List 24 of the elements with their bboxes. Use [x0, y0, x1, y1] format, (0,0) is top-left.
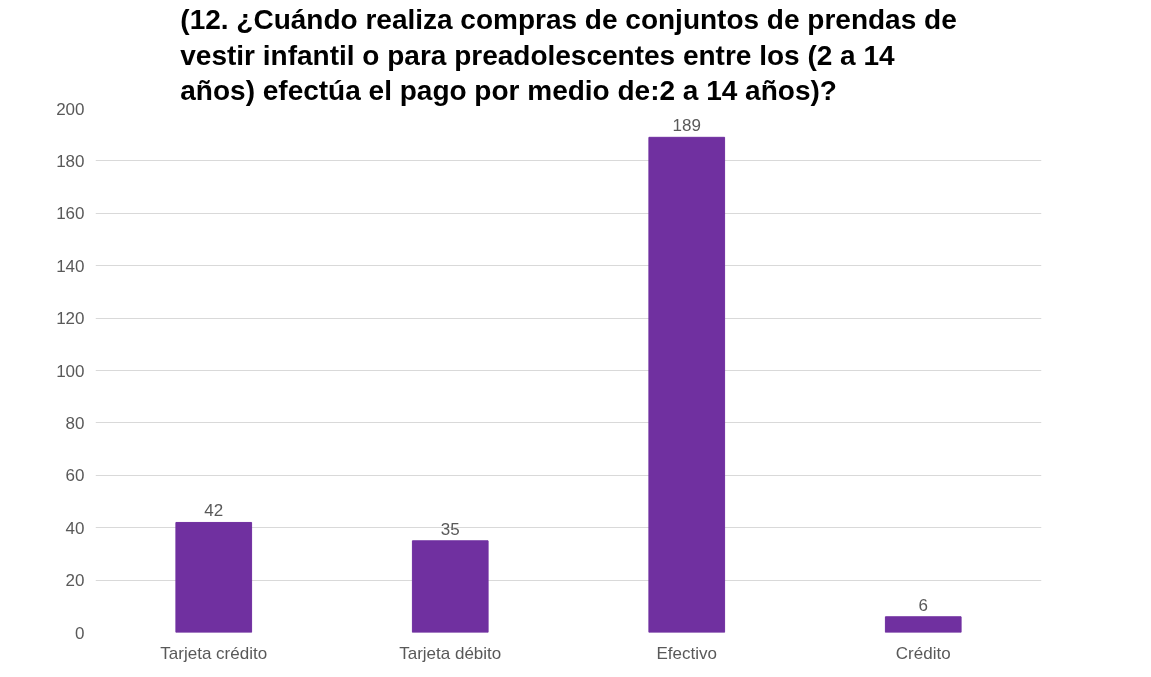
y-tick-label: 20 [65, 571, 85, 591]
y-tick-label: 60 [65, 466, 85, 486]
y-tick-label: 180 [56, 151, 85, 171]
bar [884, 616, 962, 633]
data-label: 42 [204, 501, 224, 521]
y-tick-label: 160 [56, 204, 85, 224]
bar [175, 521, 253, 633]
data-label: 35 [440, 519, 460, 539]
chart-title: (12. ¿Cuándo realiza compras de conjuntos de prendas de vestir infantil o para preadolescentes entre los (2 a 14 años) efectúa el pago por medio de:2 a 14 años)? [180, 4, 957, 107]
y-tick-label: 200 [56, 99, 85, 119]
x-tick-label: Tarjeta crédito [160, 643, 268, 663]
y-tick-label: 80 [65, 413, 85, 433]
x-tick-label: Efectivo [656, 643, 717, 663]
bar [648, 136, 726, 633]
y-tick-label: 120 [56, 309, 85, 329]
y-tick-label: 0 [75, 623, 85, 643]
y-tick-label: 40 [65, 518, 85, 538]
data-label: 6 [918, 595, 928, 615]
y-tick-label: 140 [56, 256, 85, 276]
y-tick-label: 100 [56, 361, 85, 381]
x-tick-label: Crédito [895, 643, 951, 663]
bar [411, 540, 489, 633]
data-label: 189 [672, 116, 701, 136]
x-tick-label: Tarjeta débito [399, 643, 502, 663]
